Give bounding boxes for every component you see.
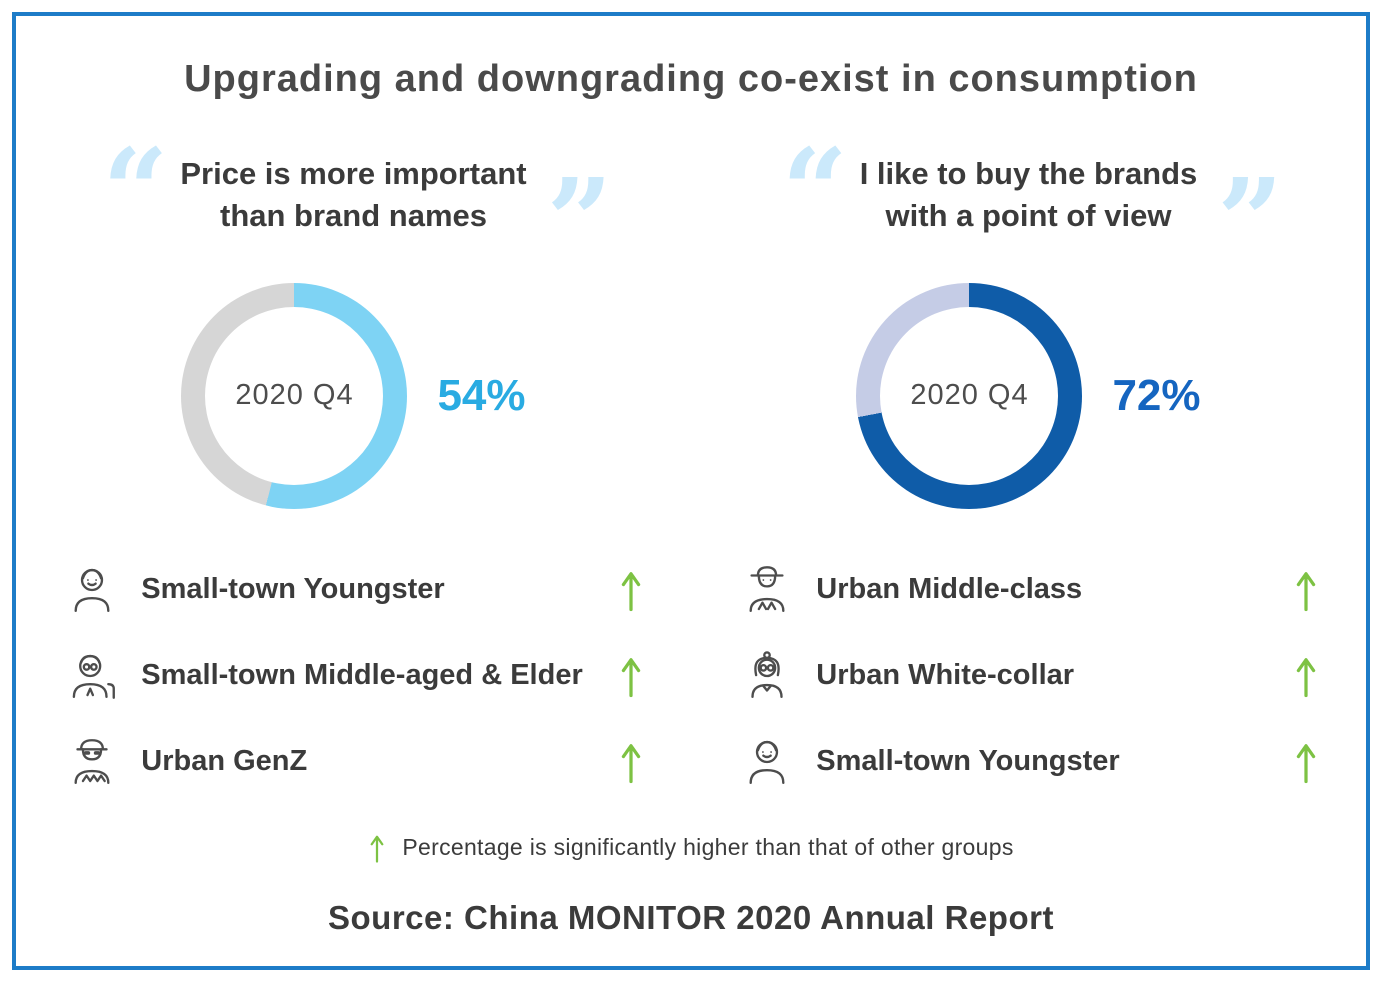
panel-price-vs-brand: “ Price is more important than brand nam… [16,134,691,801]
list-item: Small-town Middle-aged & Elder [63,637,644,715]
source-text: Source: China MONITOR 2020 Annual Report [328,898,1054,936]
legend-text: Percentage is significantly higher than … [402,834,1014,861]
group-label: Small-town Middle-aged & Elder [141,659,583,692]
open-quote-icon: “ [102,124,169,259]
urban-genz-icon [63,733,121,791]
donut-row-right: 2020 Q4 72% [856,281,1201,511]
urban-white-collar-icon [738,647,796,705]
list-item: Small-town Youngster [63,551,644,629]
quote-line-1: Price is more important [180,156,527,191]
list-item: Urban White-collar [738,637,1319,715]
panels-container: “ Price is more important than brand nam… [16,134,1366,801]
donut-chart-brands: 2020 Q4 [856,282,1083,509]
quote-line-2: than brand names [220,197,487,233]
percent-value: 72% [1112,370,1201,420]
percent-value: 54% [437,370,526,420]
panel-brands-point-of-view: “ I like to buy the brands with a point … [691,134,1366,801]
close-quote-icon: ” [1217,154,1284,289]
infographic-board: Upgrading and downgrading co-exist in co… [12,12,1370,970]
group-list-left: Small-town Youngster [63,551,644,801]
group-label: Small-town Youngster [141,573,445,606]
group-label: Urban Middle-class [816,573,1083,606]
list-item: Urban Middle-class [738,551,1319,629]
donut-center-label: 2020 Q4 [205,306,384,485]
quote-line-2: with a point of view [885,197,1172,233]
up-arrow-icon [618,654,644,698]
group-label: Small-town Youngster [816,745,1120,778]
quote-brands: “ I like to buy the brands with a point … [782,134,1284,279]
urban-middle-class-icon [738,561,796,619]
up-arrow-icon [1293,740,1319,784]
open-quote-icon: “ [781,124,848,259]
page-title: Upgrading and downgrading co-exist in co… [184,58,1198,100]
group-list-right: Urban Middle-class [738,551,1319,801]
small-town-youngster-icon [738,733,796,791]
up-arrow-icon [368,831,386,865]
list-item: Small-town Youngster [738,723,1319,801]
close-quote-icon: ” [546,154,613,289]
small-town-elder-icon [63,647,121,705]
quote-line-1: I like to buy the brands [859,156,1198,191]
small-town-youngster-icon [63,561,121,619]
legend: Percentage is significantly higher than … [16,831,1366,865]
up-arrow-icon [618,740,644,784]
donut-row-left: 2020 Q4 54% [181,281,526,511]
quote-price: “ Price is more important than brand nam… [102,134,612,279]
group-label: Urban White-collar [816,659,1075,692]
group-label: Urban GenZ [141,745,308,778]
list-item: Urban GenZ [63,723,644,801]
up-arrow-icon [618,568,644,612]
donut-center-label: 2020 Q4 [880,306,1059,485]
up-arrow-icon [1293,568,1319,612]
up-arrow-icon [1293,654,1319,698]
donut-chart-price: 2020 Q4 [181,282,408,509]
